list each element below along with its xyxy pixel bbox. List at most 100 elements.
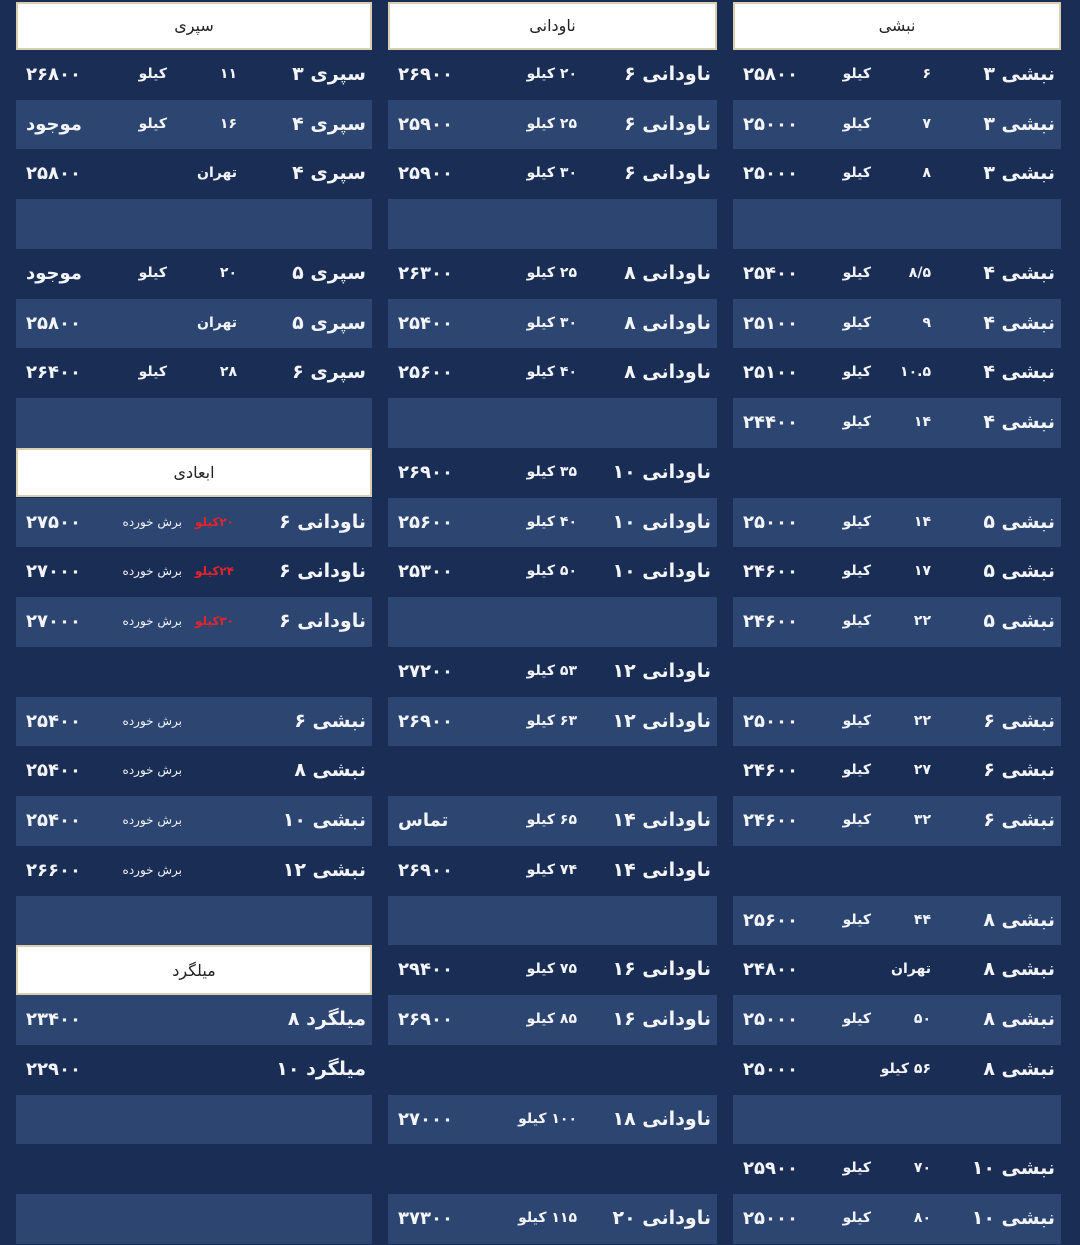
empty-row <box>16 895 372 946</box>
price-row: نبشی ۶ ۲۷ کیلو ۲۴۶۰۰ <box>733 746 1061 796</box>
row-name: نبشی ۶ <box>983 759 1055 782</box>
row-price: ۲۶۹۰۰ <box>398 859 453 881</box>
price-row: نبشی ۵ ۲۲ کیلو ۲۴۶۰۰ <box>733 597 1061 647</box>
row-price: ۲۵۰۰۰ <box>743 710 798 732</box>
price-row: نبشی ۱۰ ۷۰ کیلو ۲۵۹۰۰ <box>733 1144 1061 1194</box>
row-size: ۱۶ <box>219 115 237 132</box>
row-unit: کیلو <box>842 762 871 779</box>
row-price: ۲۹۴۰۰ <box>398 959 453 981</box>
price-row: نبشی ۸ برش خورده ۲۵۴۰۰ <box>16 746 372 796</box>
row-price: ۲۵۰۰۰ <box>743 113 798 135</box>
row-price: موجود <box>26 113 82 135</box>
price-row: نبشی ۴ ۹ کیلو ۲۵۱۰۰ <box>733 298 1061 349</box>
row-name: ناودانی ۶ <box>279 510 366 533</box>
row-name: نبشی ۶ <box>983 809 1055 831</box>
row-price: ۲۴۴۰۰ <box>743 412 798 433</box>
row-price: ۳۷۳۰۰ <box>398 1208 453 1229</box>
row-name: سپری ۶ <box>292 361 366 384</box>
row-size: ۱۱۵ کیلو <box>518 1210 577 1226</box>
row-price: ۲۵۰۰۰ <box>743 163 798 185</box>
row-price: ۲۵۰۰۰ <box>743 511 798 533</box>
row-name: نبشی ۵ <box>983 510 1055 533</box>
price-row: میلگرد ۸ ۲۳۴۰۰ <box>16 995 372 1045</box>
row-name: نبشی ۳ <box>983 62 1055 85</box>
price-row: ناودانی ۶ ۲۰کیلو برش خورده ۲۷۵۰۰ <box>16 497 372 548</box>
row-size: ۱۷ <box>913 563 931 580</box>
row-size: ۱۰.۵ <box>900 364 931 381</box>
row-unit: کیلو <box>138 364 167 381</box>
row-price: ۲۴۶۰۰ <box>743 760 798 782</box>
row-name: ناودانی ۱۲ <box>612 709 711 732</box>
price-row: ناودانی ۶ ۳۰کیلو برش خورده ۲۷۰۰۰ <box>16 597 372 647</box>
empty-row <box>16 398 372 448</box>
row-size: ۳۲ <box>913 812 931 828</box>
row-price: ۲۵۱۰۰ <box>743 312 798 334</box>
row-size: ۶۳ کیلو <box>526 712 577 729</box>
row-size: ۱۱ <box>219 65 237 82</box>
row-price: ۲۷۵۰۰ <box>26 511 81 533</box>
row-price: ۲۵۴۰۰ <box>26 810 81 831</box>
row-name: نبشی ۶ <box>983 709 1055 732</box>
row-price: ۲۵۶۰۰ <box>743 909 798 931</box>
row-size: ۲۲ <box>913 712 931 729</box>
row-price: ۲۵۴۰۰ <box>26 760 81 782</box>
price-row: ناودانی ۱۰ ۳۵ کیلو ۲۶۹۰۰ <box>388 448 717 498</box>
empty-row <box>388 199 717 249</box>
row-unit: کیلو <box>842 264 871 281</box>
row-price: ۲۵۸۰۰ <box>26 312 81 334</box>
row-price: ۲۵۹۰۰ <box>743 1158 798 1180</box>
row-unit: کیلو <box>138 115 167 132</box>
price-row: سپری ۶ ۲۸ کیلو ۲۶۴۰۰ <box>16 348 372 398</box>
row-size: ۱۴ <box>913 513 931 530</box>
row-name: نبشی ۴ <box>983 261 1055 284</box>
price-row: ناودانی ۶ ۲۵ کیلو ۲۵۹۰۰ <box>388 99 717 150</box>
row-name: میلگرد ۸ <box>287 1008 366 1030</box>
row-unit: کیلو <box>842 1011 871 1027</box>
row-name: نبشی ۸ <box>983 958 1055 981</box>
row-name: ناودانی ۱۶ <box>612 1008 711 1030</box>
empty-row <box>733 1094 1061 1145</box>
row-name: ناودانی ۱۲ <box>612 659 711 682</box>
price-row: ناودانی ۸ ۳۰ کیلو ۲۵۴۰۰ <box>388 298 717 349</box>
row-name: نبشی ۱۲ <box>282 858 366 881</box>
row-size: ۸۵ کیلو <box>526 1011 577 1027</box>
empty-row <box>16 1144 372 1194</box>
price-row: ناودانی ۱۴ ۷۴ کیلو ۲۶۹۰۰ <box>388 846 717 896</box>
row-unit: کیلو <box>842 364 871 381</box>
row-note: برش خورده <box>122 713 182 728</box>
row-size: ۱۰۰ کیلو <box>518 1110 577 1127</box>
row-price: ۲۵۰۰۰ <box>743 1009 798 1030</box>
row-name: ناودانی ۸ <box>624 311 711 334</box>
row-price: ۲۵۴۰۰ <box>398 312 453 334</box>
row-size: ۴۰ کیلو <box>526 513 577 530</box>
row-price: ۲۶۴۰۰ <box>26 362 81 384</box>
empty-row <box>388 895 717 946</box>
price-row: ناودانی ۶ ۲۰ کیلو ۲۶۹۰۰ <box>388 50 717 100</box>
empty-row <box>388 1144 717 1194</box>
row-size: تهران <box>197 314 237 331</box>
row-name: نبشی ۴ <box>983 411 1055 433</box>
price-row: نبشی ۶ ۲۲ کیلو ۲۵۰۰۰ <box>733 696 1061 747</box>
row-name: سپری ۵ <box>292 311 366 334</box>
row-name: نبشی ۱۰ <box>971 1157 1055 1180</box>
row-price: ۲۶۹۰۰ <box>398 1009 453 1030</box>
row-note: برش خورده <box>122 813 182 827</box>
row-price: ۲۴۶۰۰ <box>743 611 798 632</box>
row-size: ۸/۵ <box>908 264 931 281</box>
row-price: ۲۵۰۰۰ <box>743 1208 798 1229</box>
row-price: ۲۵۴۰۰ <box>743 262 798 284</box>
row-price: ۲۵۶۰۰ <box>398 362 453 384</box>
row-red: ۲۰کیلو <box>195 514 234 529</box>
row-name: ناودانی ۶ <box>279 560 366 583</box>
row-size: تهران <box>197 165 237 182</box>
price-row: نبشی ۴ ۸/۵ کیلو ۲۵۴۰۰ <box>733 249 1061 299</box>
row-price: ۲۶۶۰۰ <box>26 859 81 881</box>
row-unit: کیلو <box>842 115 871 132</box>
row-price: ۲۵۹۰۰ <box>398 113 453 135</box>
row-price: ۲۳۴۰۰ <box>26 1009 81 1030</box>
row-price: ۲۶۳۰۰ <box>398 262 453 284</box>
row-name: نبشی ۱۰ <box>971 1207 1055 1229</box>
row-name: سپری ۳ <box>292 62 366 85</box>
row-size: ۸ <box>922 165 931 182</box>
price-row: نبشی ۸ ۵۶ کیلو ۲۵۰۰۰ <box>733 1045 1061 1095</box>
